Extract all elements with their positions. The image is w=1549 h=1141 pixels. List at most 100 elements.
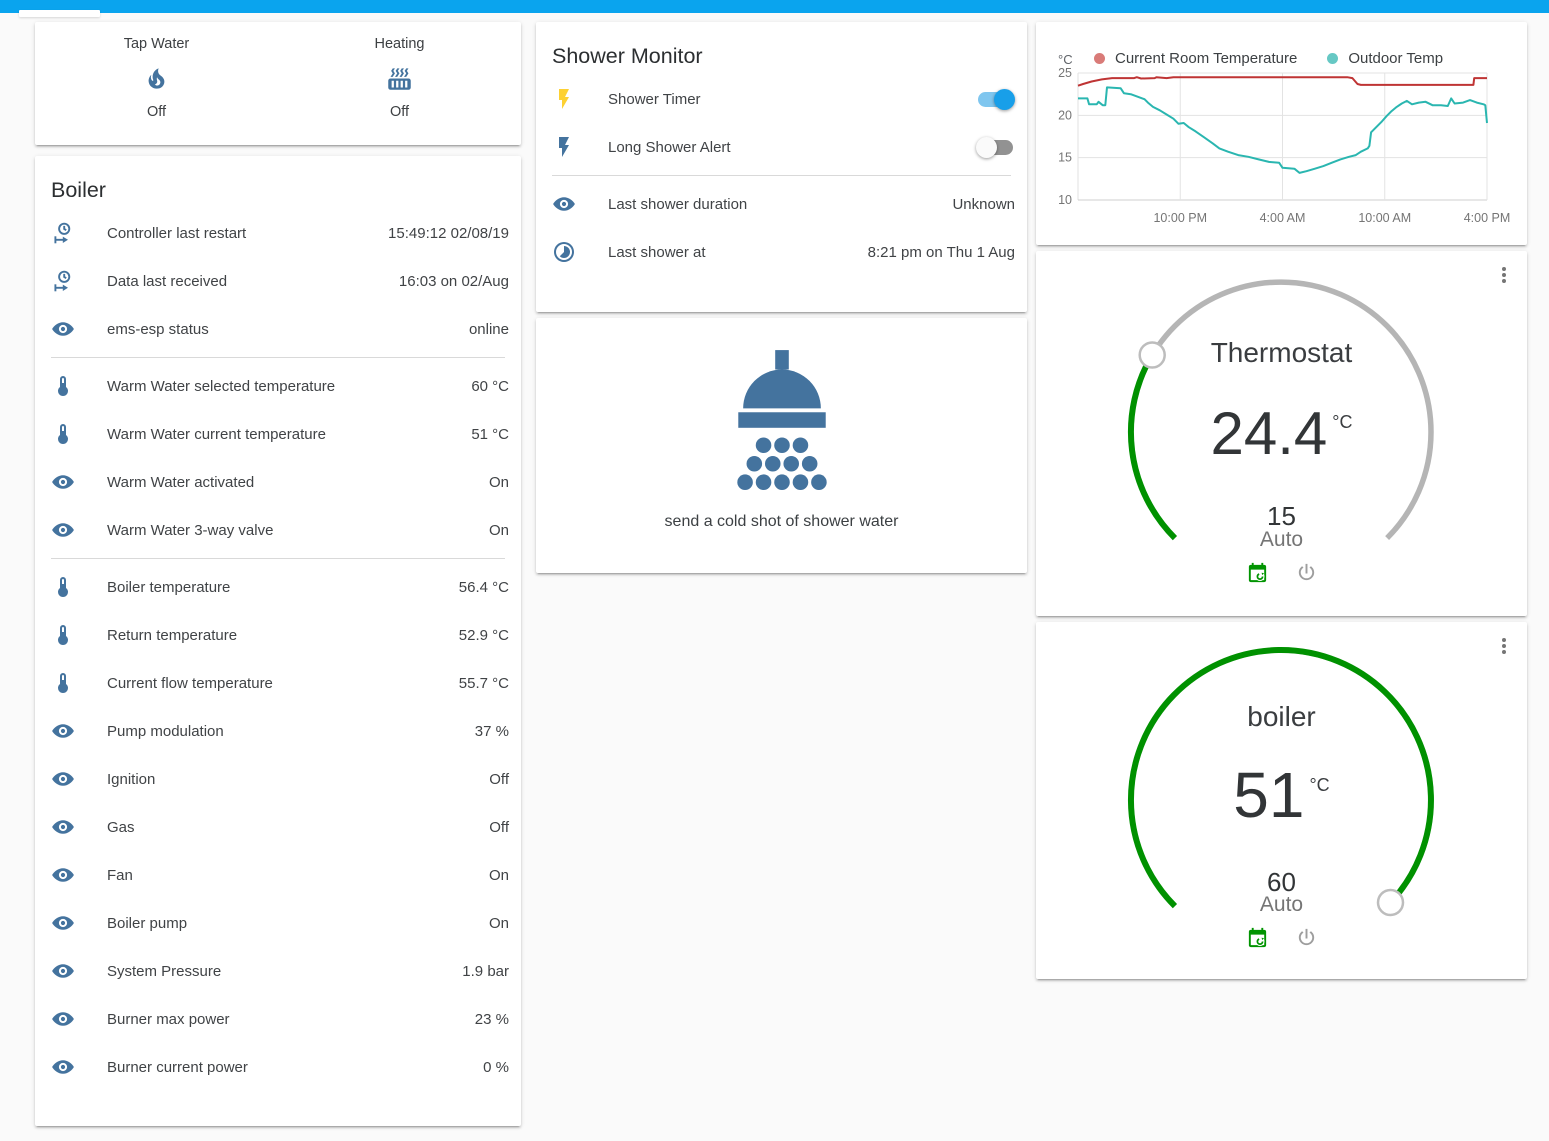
eye-icon: [51, 317, 75, 341]
more-options-button[interactable]: [1491, 634, 1517, 660]
hvac-mode-label: Auto: [1259, 893, 1304, 916]
entity-name: Last shower at: [608, 243, 706, 261]
eye-icon: [51, 518, 75, 542]
entity-state: online: [468, 320, 509, 338]
entity-row[interactable]: Long Shower Alert: [536, 123, 1027, 171]
glance-item-tap-water[interactable]: Tap Water Off: [35, 22, 278, 145]
entity-name: Warm Water current temperature: [107, 425, 326, 443]
toggle-switch[interactable]: [976, 88, 1015, 110]
entity-name: ems-esp status: [107, 320, 209, 338]
entity-name: Last shower duration: [608, 195, 748, 213]
legend-item[interactable]: Current Room Temperature: [1094, 50, 1297, 67]
shower-action-card[interactable]: send a cold shot of shower water: [536, 318, 1027, 573]
glance-card: Tap Water Off Heating Off: [35, 22, 521, 145]
thermometer-icon: [51, 623, 75, 647]
entity-state: 51 °C: [471, 425, 509, 443]
fire-icon: [143, 65, 170, 92]
entity-row[interactable]: Ignition Off: [35, 755, 521, 803]
glance-label: Heating: [374, 36, 425, 52]
entity-row[interactable]: Boiler temperature 56.4 °C: [35, 563, 521, 611]
toggle-switch[interactable]: [976, 136, 1015, 158]
entity-row[interactable]: Warm Water current temperature 51 °C: [35, 410, 521, 458]
legend-label: Outdoor Temp: [1348, 50, 1444, 67]
entity-row[interactable]: Fan On: [35, 851, 521, 899]
entity-state: 8:21 pm on Thu 1 Aug: [867, 243, 1015, 261]
entity-name: Data last received: [107, 272, 228, 290]
entity-row[interactable]: Pump modulation 37 %: [35, 707, 521, 755]
entity-row[interactable]: ems-esp status online: [35, 305, 521, 353]
legend-dot: [1327, 53, 1339, 64]
entity-row[interactable]: Last shower at 8:21 pm on Thu 1 Aug: [536, 228, 1027, 276]
entity-row[interactable]: Current flow temperature 55.7 °C: [35, 659, 521, 707]
entity-name: Ignition: [107, 770, 156, 788]
entity-name: Boiler temperature: [107, 578, 231, 596]
entity-row[interactable]: Data last received 16:03 on 02/Aug: [35, 257, 521, 305]
entity-row[interactable]: Burner max power 23 %: [35, 995, 521, 1043]
eye-icon: [51, 719, 75, 743]
glance-item-heating[interactable]: Heating Off: [278, 22, 521, 145]
gauge-title: Thermostat: [1210, 337, 1353, 368]
series-outdoor-temp: [1078, 86, 1488, 174]
gauge-handle[interactable]: [1376, 888, 1405, 917]
entity-row[interactable]: Warm Water activated On: [35, 458, 521, 506]
entity-state: 37 %: [474, 722, 509, 740]
entity-row[interactable]: Controller last restart 15:49:12 02/08/1…: [35, 209, 521, 257]
entity-state: On: [488, 521, 509, 539]
temperature-unit: °C: [1309, 775, 1330, 795]
entity-state: 1.9 bar: [462, 962, 509, 980]
glance-label: Tap Water: [123, 36, 190, 52]
eye-icon: [51, 959, 75, 983]
legend-item[interactable]: Outdoor Temp: [1327, 50, 1443, 67]
glance-state: Off: [146, 104, 167, 120]
entity-row[interactable]: Return temperature 52.9 °C: [35, 611, 521, 659]
gauge-title: boiler: [1247, 701, 1316, 732]
shower-action-label: send a cold shot of shower water: [664, 513, 899, 530]
series-current-room-temperature: [1077, 76, 1487, 87]
svg-text:10:00 PM: 10:00 PM: [1153, 211, 1207, 225]
gauge-value-arc: [1127, 353, 1178, 541]
entity-row[interactable]: System Pressure 1.9 bar: [35, 947, 521, 995]
entity-row[interactable]: Warm Water selected temperature 60 °C: [35, 362, 521, 410]
mode-buttons: [1036, 926, 1527, 949]
gauge-handle[interactable]: [1138, 341, 1166, 369]
chart-legend: Current Room Temperature Outdoor Temp: [1094, 50, 1443, 67]
thermometer-icon: [51, 671, 75, 695]
entity-name: Long Shower Alert: [608, 138, 731, 156]
entity-row[interactable]: Gas Off: [35, 803, 521, 851]
entity-row[interactable]: Burner current power 0 %: [35, 1043, 521, 1091]
power-button[interactable]: [1295, 926, 1318, 949]
eye-icon: [51, 470, 75, 494]
entity-row[interactable]: Boiler pump On: [35, 899, 521, 947]
thermometer-icon: [51, 575, 75, 599]
calendar-sync-button[interactable]: [1246, 561, 1269, 584]
entity-row[interactable]: Warm Water 3-way valve On: [35, 506, 521, 554]
entity-name: System Pressure: [107, 962, 222, 980]
entity-name: Current flow temperature: [107, 674, 273, 692]
shower-monitor-card: Shower Monitor Shower Timer Long Shower …: [536, 22, 1027, 312]
svg-text:4:00 AM: 4:00 AM: [1260, 211, 1306, 225]
flash-icon: [552, 87, 576, 111]
legend-label: Current Room Temperature: [1115, 50, 1298, 67]
power-button[interactable]: [1295, 561, 1318, 584]
divider: [51, 558, 505, 559]
flash-icon: [552, 135, 576, 159]
entity-state: 55.7 °C: [458, 674, 509, 692]
boiler-gauge-card: boiler 51 °C 60 Auto: [1036, 622, 1527, 979]
entity-name: Warm Water 3-way valve: [107, 521, 274, 539]
target-setpoint: 60: [1267, 867, 1296, 897]
entity-name: Return temperature: [107, 626, 238, 644]
entity-name: Pump modulation: [107, 722, 224, 740]
entity-name: Burner current power: [107, 1058, 248, 1076]
more-options-button[interactable]: [1491, 263, 1517, 289]
active-tab-indicator[interactable]: [19, 10, 100, 17]
thermometer-icon: [51, 422, 75, 446]
eye-icon: [552, 192, 576, 216]
target-setpoint: 15: [1267, 501, 1296, 531]
mode-buttons: [1036, 561, 1527, 584]
eye-icon: [51, 1055, 75, 1079]
entity-row[interactable]: Last shower duration Unknown: [536, 180, 1027, 228]
radiator-icon: [386, 65, 413, 92]
entity-row[interactable]: Shower Timer: [536, 75, 1027, 123]
calendar-sync-button[interactable]: [1246, 926, 1269, 949]
